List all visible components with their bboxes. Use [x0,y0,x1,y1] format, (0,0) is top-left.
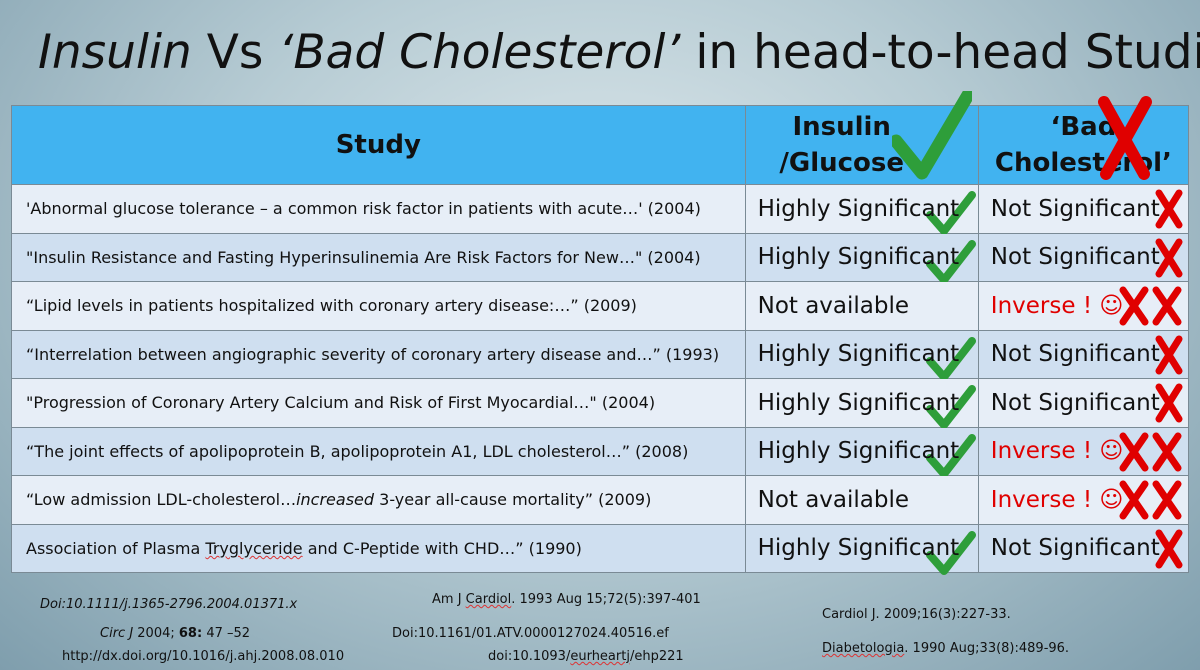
cholesterol-result: Inverse ! ☺ [977,426,1190,476]
header-cross-icon [1097,96,1152,180]
table-row: “Interrelation between angiographic seve… [11,329,1190,381]
study-title: Association of Plasma Tryglyceride and C… [11,523,746,573]
cholesterol-result: Not Significant [977,232,1190,282]
ref-atv: Doi:10.1161/01.ATV.0000127024.40516.ef [392,626,669,641]
title-vs: Vs [191,25,279,80]
ref-am-j-cardiol: Am J Cardiol. 1993 Aug 15;72(5):397-401 [432,592,701,607]
table-row: Association of Plasma Tryglyceride and C… [11,523,1190,575]
table-row: “Low admission LDL-cholesterol…increased… [11,475,1190,525]
slide-title: Insulin Vs ‘Bad Cholesterol’ in head-to-… [38,20,1200,86]
title-insulin: Insulin [38,25,192,80]
insulin-result: Highly Significant [744,426,979,478]
table-row: "Progression of Coronary Artery Calcium … [11,378,1190,429]
insulin-result: Highly Significant [744,232,979,284]
cholesterol-result: Not Significant [977,378,1190,428]
header-bad-line2: Cholesterol’ [994,148,1172,178]
study-title: 'Abnormal glucose tolerance – a common r… [11,184,746,234]
ref-circ-j: Circ J 2004; 68: 47 –52 [100,626,251,641]
double-cross-icon [1119,480,1182,520]
check-icon [925,191,976,235]
check-icon [925,336,976,381]
insulin-result: Highly Significant [744,329,979,381]
double-cross-icon [1119,286,1182,326]
double-cross-icon [1119,432,1182,471]
check-icon [925,530,976,575]
ref-diabetologia: Diabetologia. 1990 Aug;33(8):489-96. [822,641,1070,656]
insulin-result: Not available [744,475,979,525]
insulin-result: Highly Significant [744,184,979,235]
title-rest: in head-to-head Studies [695,25,1200,80]
cholesterol-result: Not Significant [977,523,1190,573]
cholesterol-result: Not Significant [977,184,1190,234]
cross-icon [1155,189,1183,229]
insulin-result: Not available [744,281,979,331]
ref-ahj: http://dx.doi.org/10.1016/j.ahj.2008.08.… [62,649,345,664]
cross-icon [1155,335,1183,374]
study-title: “Lipid levels in patients hospitalized w… [11,281,746,331]
title-bad: ‘Bad Cholesterol’ [278,25,681,80]
cholesterol-result: Not Significant [977,329,1190,379]
ref-cardiol-j: Cardiol J. 2009;16(3):227-33. [822,607,1011,622]
studies-body: 'Abnormal glucose tolerance – a common r… [11,184,1190,575]
cholesterol-result: Inverse ! ☺ [977,475,1190,525]
header-insulin-line2: /Glucose [779,148,905,178]
header-row: Study Insulin /Glucose ‘Bad Cholesterol’ [11,91,1190,185]
study-title: “The joint effects of apolipoprotein B, … [11,426,746,476]
insulin-result: Highly Significant [744,378,979,429]
study-title: "Progression of Coronary Artery Calcium … [11,378,746,428]
header-insulin: Insulin /Glucose [744,91,979,185]
table-row: 'Abnormal glucose tolerance – a common r… [11,184,1190,235]
header-study: Study [11,105,746,185]
table-row: “The joint effects of apolipoprotein B, … [11,426,1190,478]
cross-icon [1155,529,1183,568]
check-icon [925,239,976,284]
insulin-result: Highly Significant [744,523,979,575]
table-row: “Lipid levels in patients hospitalized w… [11,281,1190,331]
study-title: "Insulin Resistance and Fasting Hyperins… [11,232,746,282]
header-bad-line1: ‘Bad [1050,112,1117,142]
header-check-icon [891,91,972,180]
ref-doi-1: Doi:10.1111/j.1365-2796.2004.01371.x [40,597,298,612]
cross-icon [1155,383,1183,423]
studies-table: Study Insulin /Glucose ‘Bad Cholesterol’… [11,91,1190,575]
study-title: “Interrelation between angiographic seve… [11,329,746,379]
header-insulin-line1: Insulin [792,112,891,142]
header-bad-cholesterol: ‘Bad Cholesterol’ [977,96,1190,185]
cholesterol-result: Inverse ! ☺ [977,281,1190,331]
ref-eurheartj: doi:10.1093/eurheartj/ehp221 [488,649,684,664]
study-title: “Low admission LDL-cholesterol…increased… [11,475,746,525]
cross-icon [1155,238,1183,277]
check-icon [925,433,976,478]
check-icon [925,385,976,429]
table-row: "Insulin Resistance and Fasting Hyperins… [11,232,1190,284]
